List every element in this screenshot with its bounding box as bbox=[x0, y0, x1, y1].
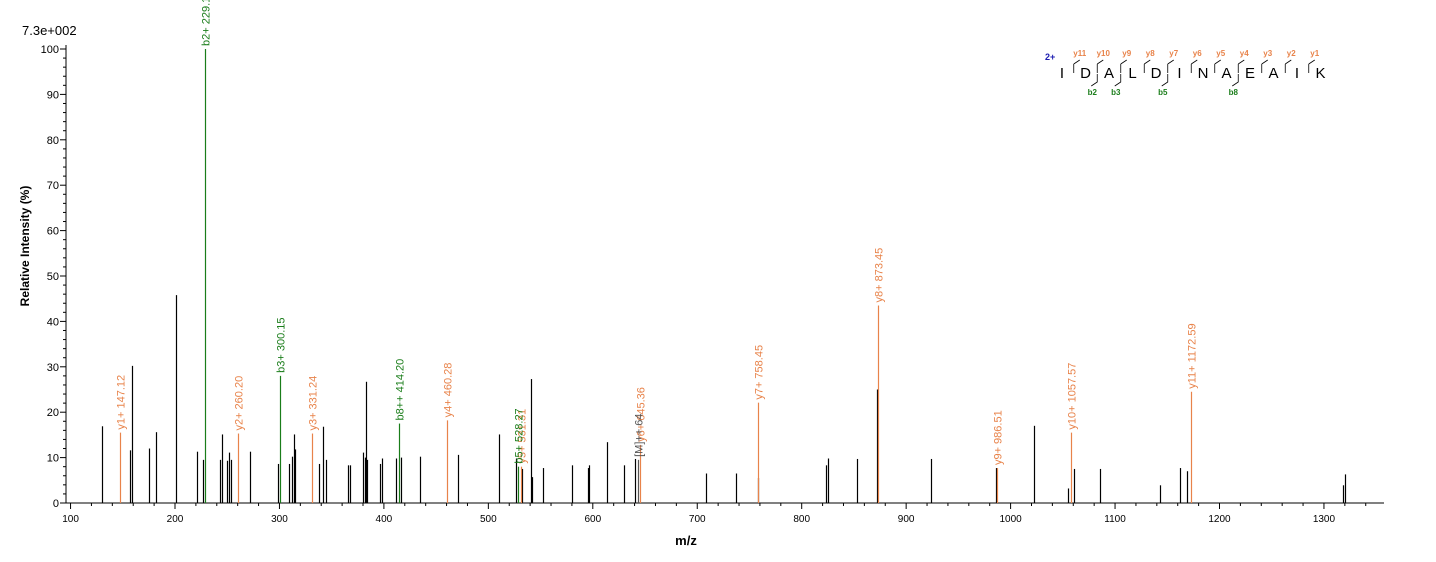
sequence-b-label: b5 bbox=[1158, 88, 1168, 97]
peak-label-y: y5+ 531.31 bbox=[517, 409, 529, 464]
b-cleavage-mark bbox=[1161, 74, 1169, 87]
y-cleavage-mark bbox=[1237, 59, 1245, 73]
sequence-y-label: y1 bbox=[1310, 49, 1319, 58]
x-tick-label: 200 bbox=[167, 514, 184, 525]
x-tick-label: 700 bbox=[689, 514, 706, 525]
sequence-residue: N bbox=[1198, 65, 1209, 82]
sequence-y-label: y6 bbox=[1193, 49, 1202, 58]
peak-label-y: y11+ 1172.59 bbox=[1187, 323, 1199, 388]
y-tick-label: 20 bbox=[47, 407, 59, 419]
y-axis-title: Relative Intensity (%) bbox=[18, 186, 32, 307]
y-cleavage-mark bbox=[1096, 59, 1104, 73]
sequence-residue: E bbox=[1245, 65, 1255, 82]
peak-label-y: y4+ 460.28 bbox=[443, 363, 455, 418]
sequence-residue: L bbox=[1128, 65, 1136, 82]
y-cleavage-mark bbox=[1167, 59, 1174, 73]
b-cleavage-mark bbox=[1232, 74, 1239, 87]
y-cleavage-mark bbox=[1143, 59, 1151, 73]
sequence-residue: K bbox=[1315, 65, 1325, 82]
sequence-y-label: y9 bbox=[1122, 49, 1131, 58]
sequence-residue: I bbox=[1177, 65, 1181, 82]
x-tick-label: 100 bbox=[62, 514, 79, 525]
y-tick-label: 50 bbox=[47, 271, 59, 283]
x-tick-label: 400 bbox=[376, 514, 393, 525]
sequence-charge: 2+ bbox=[1045, 52, 1055, 62]
y-tick-label: 80 bbox=[47, 135, 59, 147]
y-cleavage-mark bbox=[1190, 59, 1198, 73]
y-tick-label: 100 bbox=[41, 44, 59, 56]
y-cleavage-mark bbox=[1261, 59, 1268, 73]
sequence-y-label: y8 bbox=[1146, 49, 1155, 58]
sequence-b-label: b2 bbox=[1088, 88, 1098, 97]
y-cleavage-mark bbox=[1284, 59, 1292, 73]
sequence-b-label: b8 bbox=[1229, 88, 1239, 97]
b-cleavage-mark bbox=[1114, 74, 1122, 87]
sequence-residue: D bbox=[1151, 65, 1162, 82]
x-tick-label: 1200 bbox=[1208, 514, 1231, 525]
peak-label-y: y7+ 758.45 bbox=[754, 345, 766, 400]
sequence-b-label: b3 bbox=[1111, 88, 1121, 97]
sequence-y-label: y7 bbox=[1169, 49, 1178, 58]
sequence-residue: A bbox=[1104, 65, 1114, 82]
x-tick-label: 500 bbox=[480, 514, 497, 525]
peak-label-b: b8++ 414.20 bbox=[395, 359, 407, 421]
peak-label-precursor: [M]++ 64 bbox=[634, 413, 646, 456]
y-tick-label: 10 bbox=[47, 453, 59, 465]
x-tick-label: 800 bbox=[793, 514, 810, 525]
y-tick-label: 90 bbox=[47, 89, 59, 101]
sequence-y-label: y10 bbox=[1097, 49, 1111, 58]
x-tick-label: 1100 bbox=[1104, 514, 1126, 525]
sequence-residue: I bbox=[1060, 65, 1064, 82]
sequence-y-label: y4 bbox=[1240, 49, 1249, 58]
peak-label-y: y1+ 147.12 bbox=[116, 375, 128, 430]
x-tick-label: 1000 bbox=[999, 514, 1022, 525]
y-cleavage-mark bbox=[1214, 59, 1221, 73]
peak-label-y: y8+ 873.45 bbox=[874, 248, 886, 303]
y-cleavage-mark bbox=[1308, 59, 1315, 73]
x-axis-title: m/z bbox=[675, 533, 697, 548]
peak-label-y: y9+ 986.51 bbox=[993, 410, 1005, 465]
peak-label-b: b2+ 229.12 bbox=[201, 0, 213, 46]
peak-label-y: y6+ 645.36 bbox=[636, 387, 648, 442]
sequence-residue: A bbox=[1268, 65, 1278, 82]
sequence-residue: I bbox=[1295, 65, 1299, 82]
x-tick-label: 600 bbox=[584, 514, 601, 525]
y-cleavage-mark bbox=[1073, 59, 1080, 73]
sequence-y-label: y2 bbox=[1287, 49, 1296, 58]
peak-label-b: b5+ 528.27 bbox=[514, 408, 526, 463]
y-tick-label: 40 bbox=[47, 316, 59, 328]
x-tick-label: 300 bbox=[271, 514, 288, 525]
sequence-residue: D bbox=[1080, 65, 1091, 82]
sequence-y-label: y5 bbox=[1216, 49, 1225, 58]
b-cleavage-mark bbox=[1091, 74, 1098, 87]
y-tick-label: 60 bbox=[47, 226, 59, 238]
y-tick-label: 70 bbox=[47, 180, 59, 192]
peak-label-y: y10+ 1057.57 bbox=[1067, 363, 1079, 430]
sequence-y-label: y3 bbox=[1263, 49, 1272, 58]
y-cleavage-mark bbox=[1120, 59, 1127, 73]
peak-label-y: y2+ 260.20 bbox=[234, 376, 246, 431]
peak-label-y: y3+ 331.24 bbox=[308, 376, 320, 431]
peak-label-b: b3+ 300.15 bbox=[276, 318, 288, 373]
x-tick-label: 1300 bbox=[1313, 514, 1336, 525]
sequence-y-label: y11 bbox=[1073, 49, 1086, 58]
y-tick-label: 0 bbox=[53, 498, 59, 510]
y-tick-label: 30 bbox=[47, 362, 59, 374]
intensity-scale-label: 7.3e+002 bbox=[22, 23, 77, 38]
sequence-residue: A bbox=[1221, 65, 1231, 82]
x-tick-label: 900 bbox=[898, 514, 915, 525]
